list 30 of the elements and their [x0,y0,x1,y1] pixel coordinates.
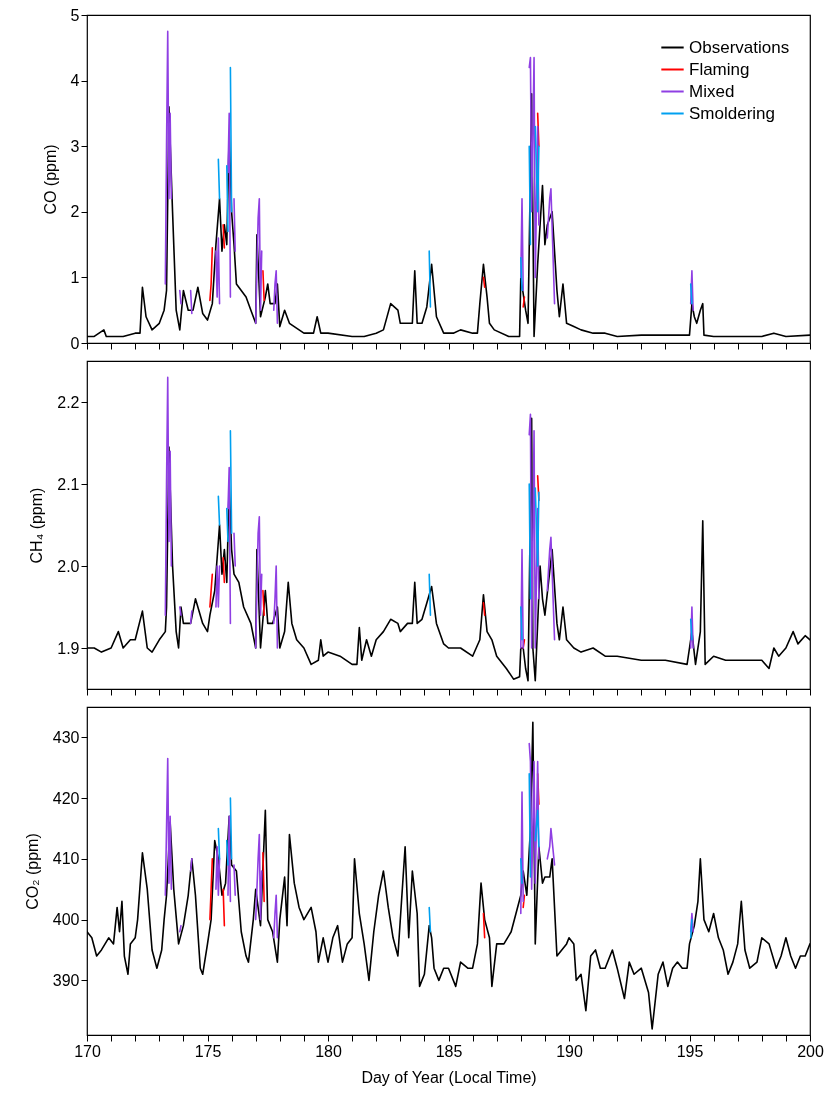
y-tick-label: 1 [70,268,80,286]
legend-label: Flaming [689,59,750,79]
x-tick-label: 175 [194,1042,222,1060]
y-axis-title: CH₄ (ppm) [28,487,46,564]
x-tick-label: 185 [435,1042,463,1060]
y-tick-label: 4 [70,72,80,90]
x-tick-label: 180 [315,1042,342,1060]
y-tick-label: 390 [52,971,80,989]
y-tick-label: 2.0 [57,557,80,575]
x-tick-label: 190 [556,1042,583,1060]
y-tick-label: 2.1 [57,475,80,493]
legend-label: Observations [689,37,790,57]
y-tick-label: 5 [70,6,80,24]
y-tick-label: 400 [52,911,80,929]
x-tick-label: 195 [676,1042,704,1060]
x-tick-label: 200 [797,1042,824,1060]
legend-label: Smoldering [689,103,775,123]
y-tick-label: 3 [70,137,80,155]
legend-label: Mixed [689,81,735,101]
y-tick-label: 430 [52,728,80,746]
x-tick-label: 170 [74,1042,101,1060]
y-tick-label: 410 [52,850,80,868]
y-tick-label: 2.2 [57,393,80,411]
y-axis-title: CO₂ (ppm) [23,833,41,910]
y-tick-label: 0 [70,334,80,352]
x-axis-title: Day of Year (Local Time) [361,1068,537,1086]
y-tick-label: 1.9 [57,639,80,657]
y-axis-title: CO (ppm) [41,144,59,215]
y-tick-label: 420 [52,789,80,807]
y-tick-label: 2 [70,203,80,221]
